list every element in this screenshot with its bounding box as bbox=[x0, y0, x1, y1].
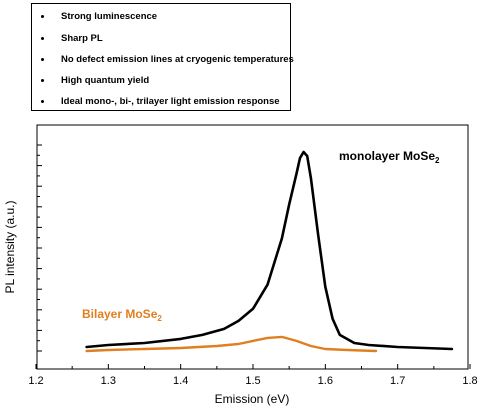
bilayer-label-sub: 2 bbox=[157, 314, 162, 323]
x-tick-label: 1.7 bbox=[390, 375, 405, 387]
x-tick-label: 1.2 bbox=[28, 375, 43, 387]
x-tick-label: 1.8 bbox=[462, 375, 477, 387]
bilayer-series-line bbox=[85, 335, 378, 353]
bullet-dot-icon bbox=[41, 37, 44, 40]
y-axis-title: PL intensity (a.u.) bbox=[3, 201, 17, 294]
feature-list-box: Strong luminescence Sharp PL No defect emi… bbox=[31, 3, 294, 111]
x-tick-label: 1.4 bbox=[173, 375, 188, 387]
axis-ticks: 1.2 1.3 1.4 1.5 1.6 1.7 1.8 bbox=[28, 144, 478, 387]
monolayer-label-sub: 2 bbox=[435, 156, 440, 165]
bullet-dot-icon bbox=[41, 79, 44, 82]
feature-text: Strong luminescence bbox=[61, 11, 158, 22]
monolayer-label-main: monolayer MoSe bbox=[339, 149, 435, 163]
feature-text: No defect emission lines at cryogenic te… bbox=[61, 54, 294, 65]
bilayer-label-main: Bilayer MoSe bbox=[82, 307, 158, 321]
monolayer-series-line bbox=[85, 150, 454, 351]
x-tick-label: 1.5 bbox=[245, 375, 260, 387]
feature-text: High quantum yield bbox=[61, 75, 150, 86]
bullet-dot-icon bbox=[41, 100, 44, 103]
x-tick-label: 1.3 bbox=[101, 375, 116, 387]
bullet-dot-icon bbox=[41, 58, 44, 61]
feature-text: Sharp PL bbox=[61, 33, 103, 44]
series-layer bbox=[85, 150, 454, 353]
bullet-dot-icon bbox=[41, 15, 44, 18]
feature-text: Ideal mono-, bi-, trilayer light emissio… bbox=[61, 96, 280, 107]
bilayer-label: Bilayer MoSe2 bbox=[82, 307, 162, 323]
x-axis-title: Emission (eV) bbox=[215, 392, 290, 406]
monolayer-label: monolayer MoSe2 bbox=[339, 149, 440, 165]
x-tick-label: 1.6 bbox=[318, 375, 333, 387]
